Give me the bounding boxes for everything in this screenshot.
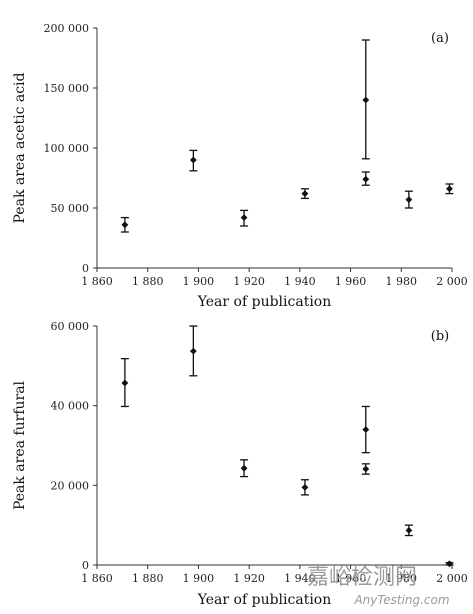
x-tick-label: 1 960 bbox=[335, 572, 367, 585]
data-point bbox=[362, 426, 370, 433]
data-point bbox=[301, 483, 309, 491]
panel-a: 1 860 1 880 1 900 1 920 1 940 1 960 1 980 2 000… bbox=[12, 22, 468, 310]
data-point bbox=[405, 196, 413, 203]
data-point bbox=[121, 379, 129, 387]
data-point bbox=[362, 465, 370, 473]
x-axis-title: Year of publication bbox=[197, 294, 332, 310]
x-tick-label: 1 980 bbox=[386, 275, 418, 288]
x-tick-label: 1 980 bbox=[386, 572, 418, 585]
y-tick-label: 20 000 bbox=[51, 479, 90, 492]
y-tick-label: 150 000 bbox=[44, 82, 90, 95]
y-tick-label: 100 000 bbox=[44, 142, 90, 155]
x-tick-label: 1 940 bbox=[284, 275, 316, 288]
data-point bbox=[446, 185, 453, 193]
data-point bbox=[240, 464, 248, 472]
panel-label: (a) bbox=[431, 31, 449, 46]
data-point bbox=[362, 96, 370, 104]
x-tick-label: 1 880 bbox=[132, 572, 164, 585]
y-axis-title: Peak area furfural bbox=[12, 380, 28, 510]
x-tick-label: 2 000 bbox=[436, 275, 468, 288]
panel-label: (b) bbox=[431, 329, 449, 344]
data-point bbox=[362, 175, 370, 183]
data-point bbox=[301, 190, 309, 197]
x-axis-title: Year of publication bbox=[197, 592, 332, 608]
y-tick-label: 0 bbox=[82, 559, 89, 572]
data-point bbox=[405, 526, 413, 534]
x-tick-label: 1 920 bbox=[233, 275, 265, 288]
x-tick-label: 1 940 bbox=[284, 572, 316, 585]
x-tick-label: 1 960 bbox=[335, 275, 367, 288]
x-tick-label: 1 880 bbox=[132, 275, 164, 288]
watermark-subtext: AnyTesting.com bbox=[353, 593, 449, 607]
y-tick-label: 50 000 bbox=[51, 202, 90, 215]
x-tick-label: 1 920 bbox=[233, 572, 265, 585]
y-tick-label: 60 000 bbox=[51, 320, 90, 333]
x-tick-label: 1 860 bbox=[81, 275, 113, 288]
y-axis-title: Peak area acetic acid bbox=[12, 72, 28, 223]
x-tick-label: 2 000 bbox=[436, 572, 468, 585]
x-tick-label: 1 860 bbox=[81, 572, 113, 585]
watermark-text: 嘉峪检测网 bbox=[307, 565, 417, 590]
x-tick-label: 1 900 bbox=[183, 572, 215, 585]
data-point bbox=[189, 347, 197, 355]
data-point bbox=[446, 560, 453, 568]
data-point bbox=[240, 214, 248, 221]
x-tick-label: 1 900 bbox=[183, 275, 215, 288]
y-tick-label: 0 bbox=[82, 262, 89, 275]
panel-b: 1 860 1 880 1 900 1 920 1 940 1 960 1 980 2 000… bbox=[12, 320, 468, 608]
y-tick-label: 200 000 bbox=[44, 22, 90, 35]
data-point bbox=[121, 221, 129, 229]
watermark: 嘉峪检测网 AnyTesting.com bbox=[307, 565, 450, 607]
y-tick-label: 40 000 bbox=[51, 400, 90, 413]
data-point bbox=[189, 156, 197, 164]
